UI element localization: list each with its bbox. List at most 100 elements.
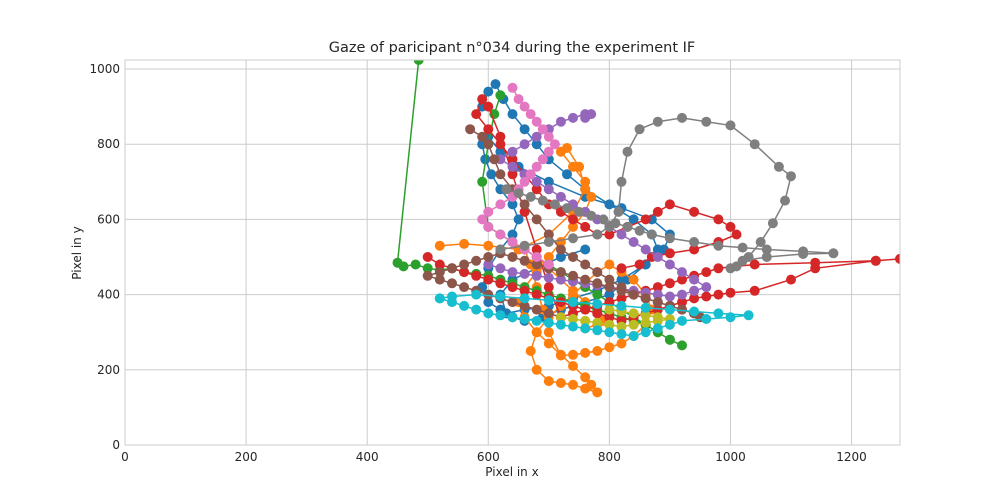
gaze-point	[568, 349, 578, 360]
gaze-point	[495, 146, 506, 157]
gaze-point	[640, 327, 651, 338]
gaze-point	[447, 278, 457, 289]
gaze-series	[495, 112, 839, 274]
gaze-point	[525, 169, 536, 180]
gaze-point	[501, 184, 512, 195]
gaze-point	[701, 116, 712, 127]
gaze-point	[628, 289, 639, 300]
gaze-point	[422, 263, 433, 274]
gaze-point	[422, 252, 433, 262]
gaze-point	[737, 242, 748, 253]
gaze-point	[447, 263, 457, 274]
gaze-point	[495, 90, 506, 101]
gaze-point	[568, 285, 578, 296]
gaze-point	[761, 252, 772, 262]
gaze-point	[689, 274, 700, 285]
gaze-point	[507, 252, 518, 262]
gaze-point	[507, 297, 518, 308]
gaze-point	[555, 350, 566, 361]
gaze-point	[895, 253, 900, 264]
gaze-point	[640, 302, 651, 313]
gaze-point	[580, 221, 591, 232]
gaze-point	[495, 199, 506, 210]
gaze-point	[592, 299, 603, 309]
gaze-point	[471, 255, 482, 266]
gaze-point	[592, 229, 603, 240]
gaze-point	[483, 274, 494, 285]
gaze-point	[568, 321, 578, 332]
gaze-point	[592, 387, 603, 398]
gaze-point	[477, 214, 488, 225]
gaze-point	[749, 139, 760, 150]
gaze-point	[786, 274, 796, 285]
gaze-point	[519, 314, 530, 324]
gaze-point	[555, 297, 566, 308]
gaze-point	[634, 124, 645, 135]
gaze-point	[434, 267, 445, 278]
gaze-point	[495, 229, 506, 240]
gaze-point	[689, 306, 700, 317]
gaze-point	[555, 116, 566, 127]
gaze-series	[477, 82, 560, 270]
gaze-point	[580, 259, 591, 270]
gaze-point	[543, 176, 554, 187]
gaze-point	[652, 252, 663, 262]
gaze-point	[592, 278, 603, 289]
gaze-point	[555, 312, 566, 323]
x-tick-label: 1200	[836, 450, 867, 464]
gaze-point	[507, 267, 518, 278]
gaze-point	[562, 169, 572, 180]
gaze-point	[555, 191, 566, 202]
gaze-point	[616, 329, 627, 340]
gaze-series	[422, 94, 900, 326]
gaze-point	[580, 184, 591, 195]
gaze-series	[434, 289, 754, 341]
gaze-point	[477, 94, 488, 105]
gaze-point	[543, 272, 554, 283]
gaze-point	[531, 184, 542, 195]
gaze-point	[519, 206, 530, 217]
gaze-point	[519, 139, 530, 150]
gaze-point	[652, 206, 663, 217]
gaze-point	[519, 268, 530, 279]
gaze-point	[507, 82, 518, 93]
gaze-point	[471, 270, 482, 281]
y-tick-label: 1000	[89, 62, 120, 76]
gaze-point	[495, 131, 506, 142]
gaze-point	[519, 300, 530, 311]
gaze-point	[434, 293, 445, 304]
gaze-point	[531, 244, 542, 255]
gaze-point	[604, 319, 615, 330]
gaze-point	[580, 304, 591, 315]
gaze-point	[664, 199, 675, 210]
gaze-point	[828, 248, 839, 259]
gaze-point	[592, 325, 603, 336]
gaze-point	[640, 214, 651, 225]
gaze-point	[689, 293, 700, 304]
x-tick-label: 0	[121, 450, 129, 464]
gaze-point	[483, 221, 494, 232]
gaze-point	[459, 267, 470, 278]
gaze-point	[786, 171, 796, 182]
gaze-point	[459, 238, 470, 249]
gaze-point	[634, 259, 645, 270]
x-tick-label: 200	[235, 450, 258, 464]
gaze-point	[543, 229, 554, 240]
gaze-point	[604, 274, 615, 285]
gaze-point	[604, 304, 615, 315]
gaze-point	[574, 206, 585, 217]
gaze-point	[616, 285, 627, 296]
gaze-series	[422, 124, 706, 323]
gaze-point	[598, 214, 609, 225]
gaze-point	[664, 334, 675, 345]
gaze-point	[507, 237, 518, 247]
gaze-point	[483, 101, 494, 112]
gaze-point	[713, 214, 724, 225]
gaze-point	[490, 79, 501, 90]
gaze-point	[486, 169, 497, 180]
gaze-point	[477, 176, 488, 187]
gaze-point	[586, 210, 597, 221]
gaze-point	[725, 312, 736, 323]
